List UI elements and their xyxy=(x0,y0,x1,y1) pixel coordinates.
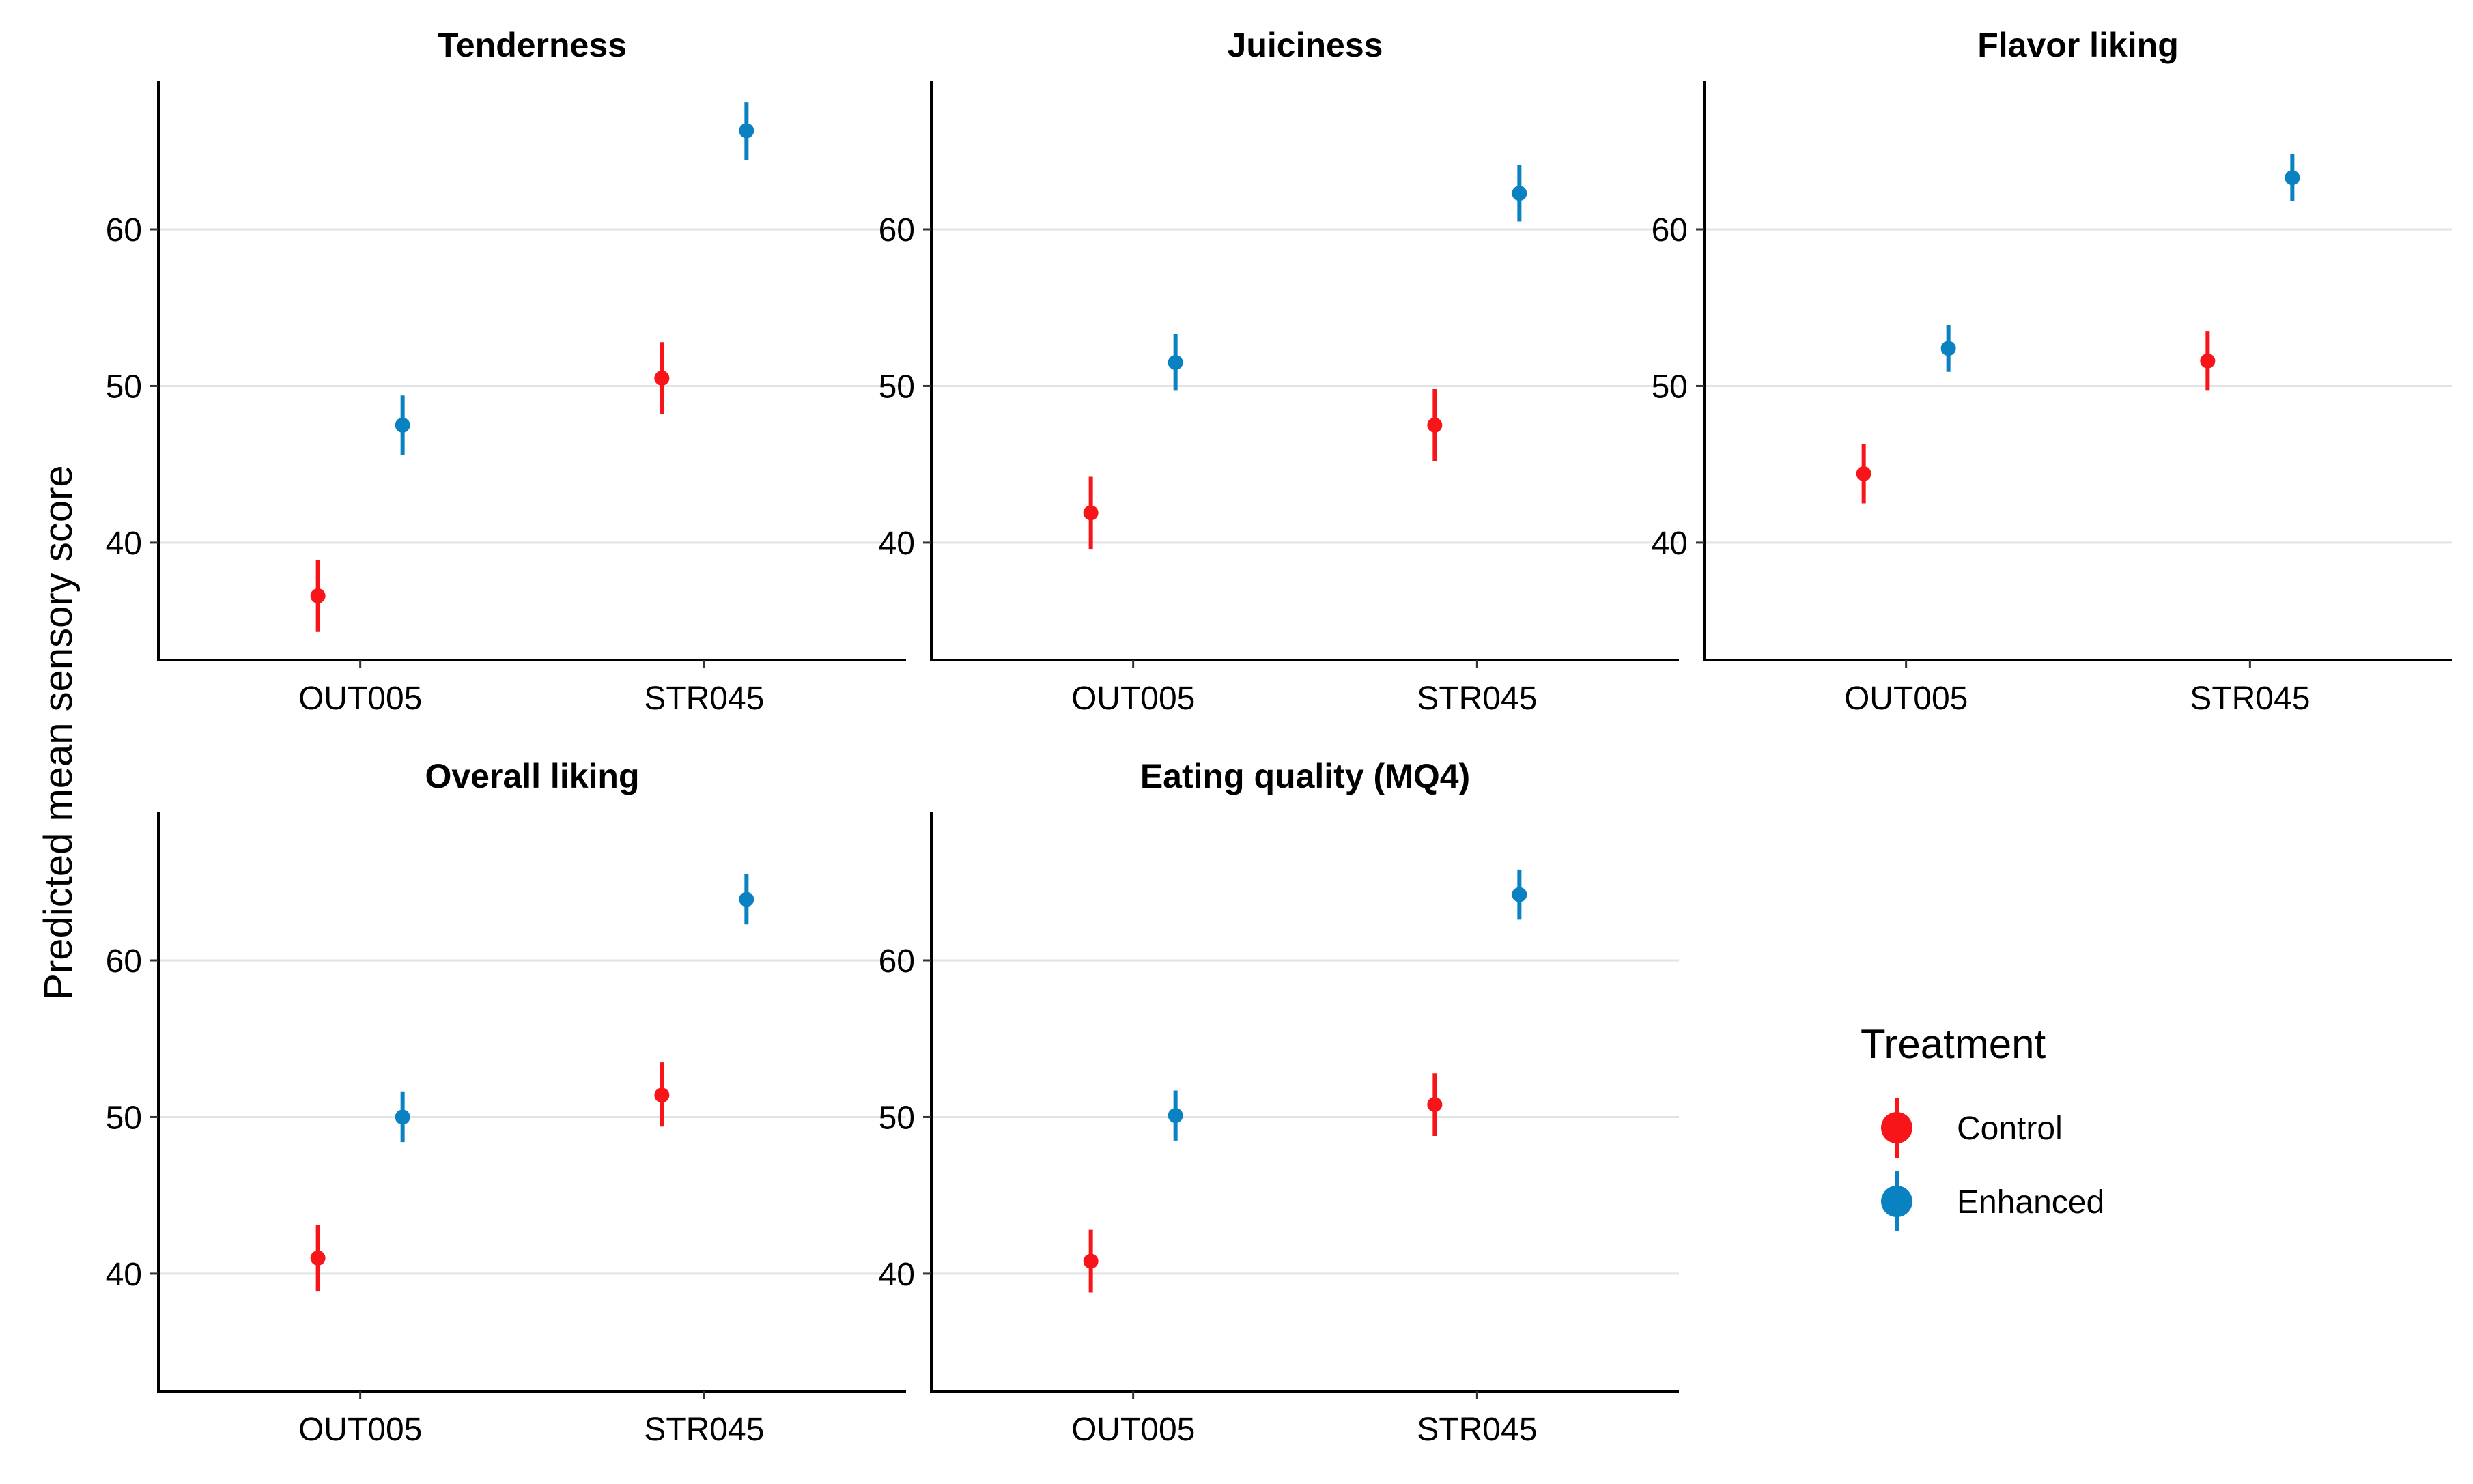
x-tick-label: STR045 xyxy=(644,681,764,717)
y-tick-label: 60 xyxy=(879,212,915,248)
y-axis-title: Predicted mean sensory score xyxy=(36,465,81,999)
point-enhanced-str045 xyxy=(739,123,754,139)
y-tick-label: 60 xyxy=(106,212,142,248)
point-control-out005 xyxy=(1083,1253,1099,1269)
y-tick-label: 60 xyxy=(106,943,142,980)
point-enhanced-out005 xyxy=(395,1109,410,1125)
x-tick-label: OUT005 xyxy=(1071,681,1195,717)
legend-key-dot xyxy=(1881,1186,1912,1217)
x-tick-label: STR045 xyxy=(1417,681,1537,717)
legend-key-dot xyxy=(1881,1112,1912,1143)
point-enhanced-out005 xyxy=(395,417,410,433)
x-tick-label: OUT005 xyxy=(298,681,422,717)
y-tick-label: 60 xyxy=(879,943,915,980)
point-enhanced-str045 xyxy=(1512,186,1527,201)
y-tick-label: 50 xyxy=(879,1100,915,1136)
y-tick-label: 40 xyxy=(1652,526,1688,562)
point-control-str045 xyxy=(654,370,670,386)
panel-title: Overall liking xyxy=(425,757,639,795)
y-tick-label: 40 xyxy=(879,1257,915,1293)
x-tick-label: OUT005 xyxy=(1071,1412,1195,1448)
legend-title: Treatment xyxy=(1861,1021,2046,1067)
point-enhanced-str045 xyxy=(1512,887,1527,902)
panel-overall-liking: 40 50 60 OUT005 STR045 Overall liking xyxy=(106,757,906,1448)
panel-title: Tenderness xyxy=(438,26,627,64)
y-tick-label: 50 xyxy=(106,369,142,405)
point-control-out005 xyxy=(1856,466,1871,481)
panel-eating-quality-mq4: 40 50 60 OUT005 STR045 Eating quality (MQ4) xyxy=(879,757,1679,1448)
x-tick-label: STR045 xyxy=(644,1412,764,1448)
legend: Treatment Control Enhanced xyxy=(1861,1021,2104,1231)
y-tick-label: 50 xyxy=(1652,369,1688,405)
point-control-out005 xyxy=(310,1250,326,1266)
y-tick-label: 40 xyxy=(106,1257,142,1293)
y-tick-label: 50 xyxy=(879,369,915,405)
panels: 40 50 60 OUT005 STR045 Tenderness 40 50 60 OUT005… xyxy=(106,26,2452,1448)
panel-title: Flavor liking xyxy=(1977,26,2179,64)
point-control-str045 xyxy=(1427,417,1443,433)
panel-title: Juiciness xyxy=(1228,26,1383,64)
point-enhanced-str045 xyxy=(2285,170,2300,186)
x-tick-label: STR045 xyxy=(1417,1412,1537,1448)
y-tick-label: 60 xyxy=(1652,212,1688,248)
point-control-str045 xyxy=(1427,1097,1443,1113)
panel-juiciness: 40 50 60 OUT005 STR045 Juiciness xyxy=(879,26,1679,717)
legend-label: Control xyxy=(1957,1111,2063,1147)
point-control-out005 xyxy=(1083,505,1099,521)
x-tick-label: OUT005 xyxy=(298,1412,422,1448)
y-tick-label: 40 xyxy=(879,526,915,562)
legend-items: Control Enhanced xyxy=(1881,1098,2104,1231)
point-control-out005 xyxy=(310,588,326,603)
point-control-str045 xyxy=(2200,353,2216,369)
point-enhanced-out005 xyxy=(1168,355,1183,371)
panel-flavor-liking: 40 50 60 OUT005 STR045 Flavor liking xyxy=(1652,26,2452,717)
panel-tenderness: 40 50 60 OUT005 STR045 Tenderness xyxy=(106,26,906,717)
legend-label: Enhanced xyxy=(1957,1184,2104,1221)
panel-title: Eating quality (MQ4) xyxy=(1140,757,1470,795)
legend-item-control: Control xyxy=(1881,1098,2063,1158)
point-enhanced-out005 xyxy=(1168,1108,1183,1124)
point-control-str045 xyxy=(654,1087,670,1103)
point-enhanced-str045 xyxy=(739,891,754,907)
x-tick-label: STR045 xyxy=(2190,681,2310,717)
y-tick-label: 40 xyxy=(106,526,142,562)
x-tick-label: OUT005 xyxy=(1844,681,1968,717)
y-tick-label: 50 xyxy=(106,1100,142,1136)
legend-item-enhanced: Enhanced xyxy=(1881,1171,2104,1231)
point-enhanced-out005 xyxy=(1940,341,1956,356)
